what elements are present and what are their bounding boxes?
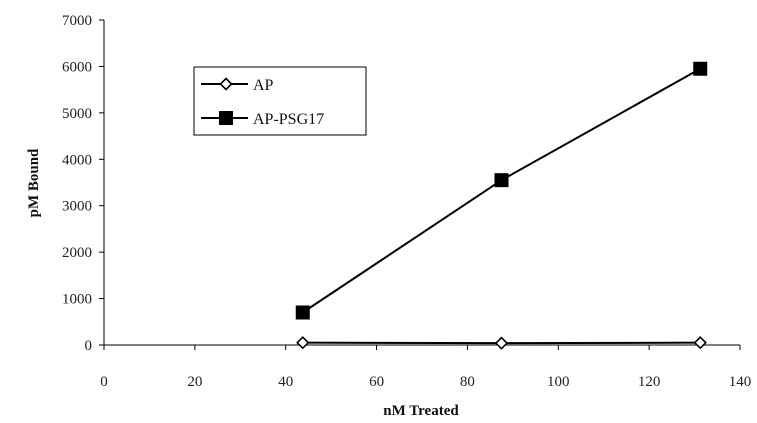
y-tick-label: 0 — [85, 338, 93, 354]
x-axis-title: nM Treated — [383, 403, 459, 419]
y-tick-label: 7000 — [62, 13, 92, 29]
x-tick-label: 100 — [547, 374, 570, 390]
series-ap — [296, 336, 707, 350]
x-tick-label: 0 — [100, 374, 108, 390]
y-tick-label: 3000 — [62, 199, 92, 215]
x-axis-ticks: 0 20 40 60 80 100 120 140 — [100, 345, 751, 390]
legend-marker — [219, 77, 233, 91]
y-tick-label: 4000 — [62, 152, 92, 168]
y-tick-label: 1000 — [62, 292, 92, 308]
x-tick-label: 20 — [187, 374, 202, 390]
legend-marker — [219, 111, 233, 125]
legend: AP AP-PSG17 — [193, 66, 367, 136]
data-point — [693, 336, 707, 350]
data-point — [494, 336, 509, 350]
x-tick-label: 120 — [638, 374, 661, 390]
data-point — [296, 336, 310, 350]
y-axis-title: pM Bound — [26, 148, 42, 217]
data-point — [693, 61, 708, 76]
y-axis-ticks: 0 1000 2000 3000 4000 5000 6000 7000 — [62, 13, 104, 354]
y-tick-label: 5000 — [62, 106, 92, 122]
y-tick-label: 6000 — [62, 59, 92, 75]
series-ap-psg17 — [295, 61, 708, 320]
data-point — [494, 173, 509, 188]
series-layer — [295, 61, 708, 350]
x-tick-label: 40 — [278, 374, 293, 390]
x-tick-label: 140 — [729, 374, 752, 390]
axes — [103, 20, 740, 346]
y-tick-label: 2000 — [62, 245, 92, 261]
legend-entry: AP-PSG17 — [201, 111, 324, 128]
legend-label: AP-PSG17 — [253, 111, 324, 128]
data-point — [295, 305, 310, 320]
x-tick-label: 60 — [369, 374, 384, 390]
legend-label: AP — [253, 77, 274, 94]
legend-entry: AP — [201, 77, 274, 94]
x-tick-label: 80 — [460, 374, 475, 390]
